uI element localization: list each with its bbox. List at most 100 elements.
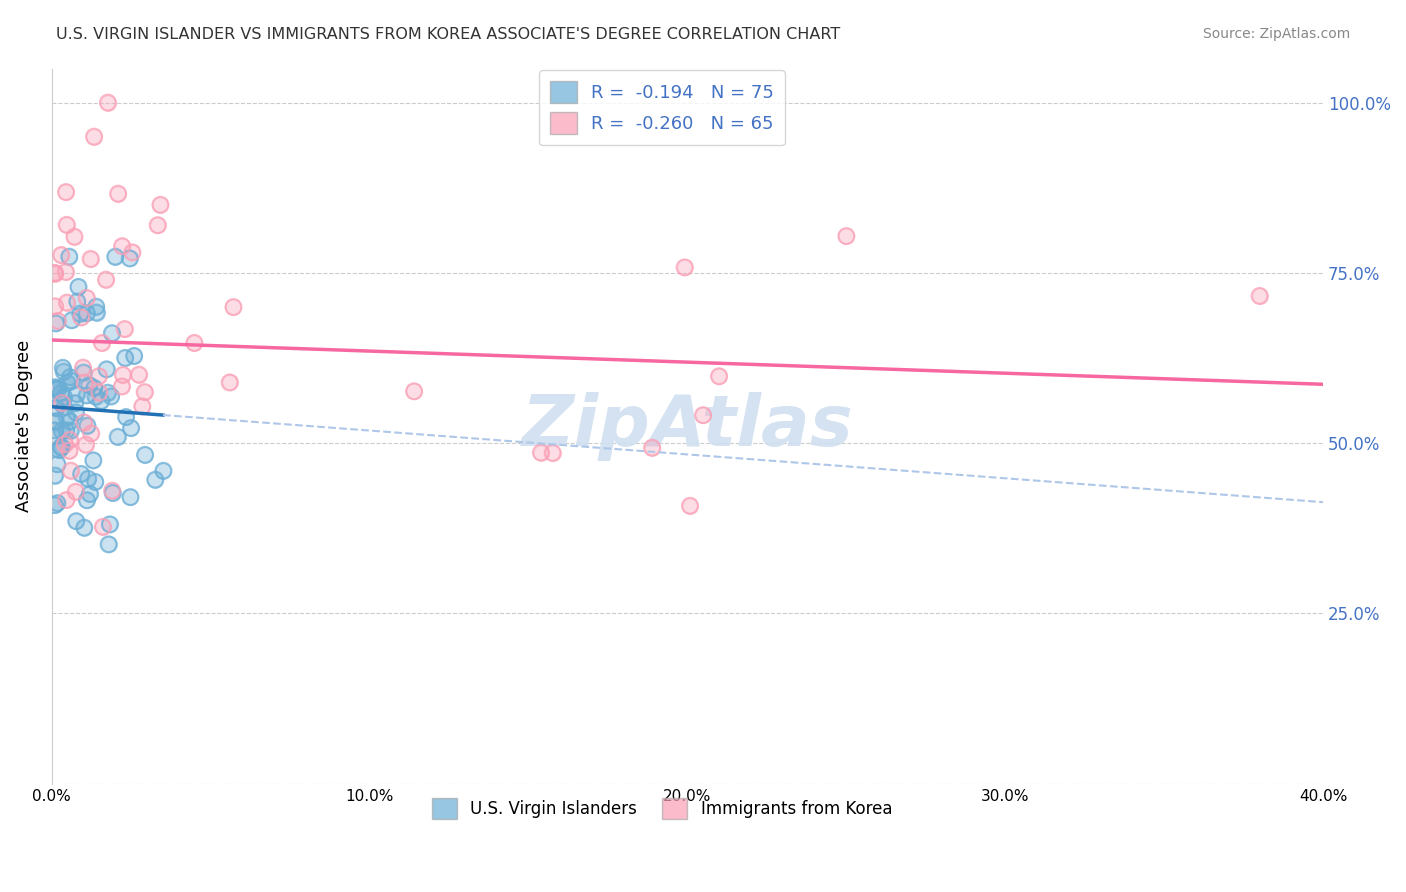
Point — [58, 443, 80, 458]
Point — [44, 415, 66, 429]
Point — [98, 517, 121, 532]
Point — [134, 385, 156, 400]
Point — [60, 374, 83, 388]
Point — [46, 382, 69, 396]
Point — [44, 424, 66, 438]
Point — [222, 300, 245, 314]
Point — [83, 129, 105, 144]
Point — [55, 423, 77, 437]
Point — [114, 351, 136, 365]
Point — [59, 433, 82, 447]
Point — [107, 430, 129, 444]
Point — [51, 396, 73, 410]
Point — [101, 326, 124, 341]
Point — [73, 416, 96, 430]
Point — [63, 396, 86, 410]
Point — [218, 376, 240, 390]
Point — [65, 405, 87, 419]
Point — [69, 307, 91, 321]
Point — [53, 390, 76, 404]
Point — [152, 464, 174, 478]
Point — [149, 198, 172, 212]
Point — [44, 380, 66, 394]
Point — [97, 95, 120, 110]
Point — [120, 421, 142, 435]
Point — [76, 306, 98, 320]
Point — [45, 414, 67, 428]
Point — [44, 266, 66, 280]
Point — [87, 369, 110, 384]
Point — [121, 245, 143, 260]
Point — [87, 369, 110, 384]
Point — [131, 400, 153, 414]
Point — [76, 493, 98, 508]
Point — [44, 468, 66, 483]
Point — [55, 185, 77, 199]
Point — [56, 376, 79, 390]
Point — [835, 229, 858, 244]
Point — [79, 252, 101, 266]
Point — [111, 368, 134, 382]
Point — [59, 414, 82, 428]
Point — [111, 239, 134, 253]
Point — [55, 265, 77, 279]
Point — [48, 442, 70, 457]
Point — [46, 314, 69, 328]
Text: U.S. VIRGIN ISLANDER VS IMMIGRANTS FROM KOREA ASSOCIATE'S DEGREE CORRELATION CHA: U.S. VIRGIN ISLANDER VS IMMIGRANTS FROM … — [56, 27, 841, 42]
Point — [134, 448, 156, 462]
Point — [107, 186, 129, 201]
Point — [49, 441, 72, 455]
Point — [530, 445, 553, 459]
Point — [65, 484, 87, 499]
Point — [46, 496, 69, 510]
Point — [65, 514, 87, 528]
Point — [49, 396, 72, 410]
Point — [673, 260, 696, 275]
Point — [80, 426, 103, 441]
Point — [49, 386, 72, 401]
Point — [56, 295, 79, 310]
Point — [79, 252, 101, 266]
Point — [82, 453, 104, 467]
Point — [53, 437, 76, 451]
Point — [72, 366, 94, 380]
Point — [83, 129, 105, 144]
Point — [72, 360, 94, 375]
Point — [49, 441, 72, 455]
Point — [104, 250, 127, 264]
Point — [91, 520, 114, 534]
Point — [84, 475, 107, 489]
Point — [222, 300, 245, 314]
Point — [79, 487, 101, 501]
Point — [76, 418, 98, 433]
Point — [45, 317, 67, 331]
Point — [84, 390, 107, 404]
Point — [75, 437, 97, 451]
Point — [51, 424, 73, 438]
Point — [44, 380, 66, 394]
Point — [44, 468, 66, 483]
Point — [44, 498, 66, 512]
Point — [118, 252, 141, 266]
Point — [72, 366, 94, 380]
Point — [1249, 289, 1271, 303]
Point — [121, 245, 143, 260]
Point — [114, 322, 136, 336]
Point — [143, 473, 166, 487]
Point — [49, 396, 72, 410]
Point — [46, 457, 69, 471]
Point — [44, 299, 66, 313]
Point — [1249, 289, 1271, 303]
Point — [52, 360, 75, 375]
Point — [96, 362, 118, 376]
Point — [98, 517, 121, 532]
Point — [84, 300, 107, 314]
Point — [107, 430, 129, 444]
Point — [52, 360, 75, 375]
Point — [104, 250, 127, 264]
Point — [97, 385, 120, 400]
Point — [65, 484, 87, 499]
Point — [101, 486, 124, 500]
Point — [59, 433, 82, 447]
Text: ZipAtlas: ZipAtlas — [522, 392, 853, 460]
